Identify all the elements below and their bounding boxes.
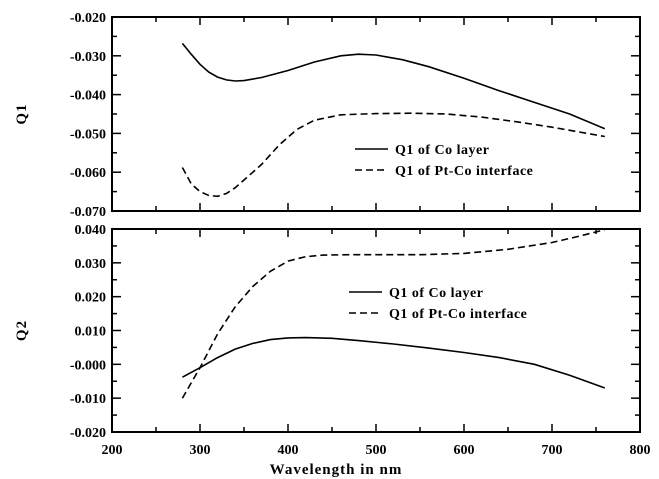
plot-frame <box>111 228 641 433</box>
y-tick-label: -0.040 <box>70 89 106 104</box>
x-axis-title: Wavelength in nm <box>270 462 403 478</box>
x-tick-label: 400 <box>278 443 299 458</box>
series-line-co-layer <box>181 42 606 130</box>
x-tick-label: 300 <box>190 443 211 458</box>
series-line-pt-co-interface <box>181 112 605 198</box>
y-tick-label: 0.010 <box>75 325 107 340</box>
y-tick-label: -0.000 <box>70 358 106 373</box>
y-tick-label: -0.010 <box>70 392 106 407</box>
x-tick-label: 600 <box>454 443 475 458</box>
x-tick-label: 800 <box>630 443 651 458</box>
y-tick-label: -0.020 <box>70 11 106 26</box>
legend-label: Q1 of Co layer <box>395 143 489 158</box>
y-tick-label: -0.030 <box>70 50 106 65</box>
y-axis-title: Q2 <box>14 320 30 341</box>
panel-q1: -0.070 -0.060 -0.050 -0.040 -0.030 -0.020 Q1 Q1… <box>14 11 641 220</box>
y-tick-label: 0.030 <box>75 257 107 272</box>
y-axis-title: Q1 <box>14 103 30 124</box>
y-tick-label: 0.020 <box>75 291 107 306</box>
panel-q2: -0.020 -0.010 -0.000 0.010 0.020 0.030 0.040 20… <box>14 223 651 478</box>
legend-label: Q1 of Co layer <box>389 286 483 301</box>
x-tick-label: 700 <box>542 443 563 458</box>
legend-label: Q1 of Pt-Co interface <box>389 307 527 322</box>
x-tick-label: 500 <box>366 443 387 458</box>
series-line-pt-co-interface <box>181 228 605 399</box>
y-tick-label: -0.070 <box>70 205 106 220</box>
y-tick-label: -0.050 <box>70 127 106 142</box>
x-tick-label: 200 <box>102 443 123 458</box>
legend-label: Q1 of Pt-Co interface <box>395 164 533 179</box>
y-tick-label: -0.020 <box>70 426 106 441</box>
series-line-co-layer <box>182 336 606 389</box>
y-tick-label: 0.040 <box>75 223 107 238</box>
y-tick-label: -0.060 <box>70 166 106 181</box>
